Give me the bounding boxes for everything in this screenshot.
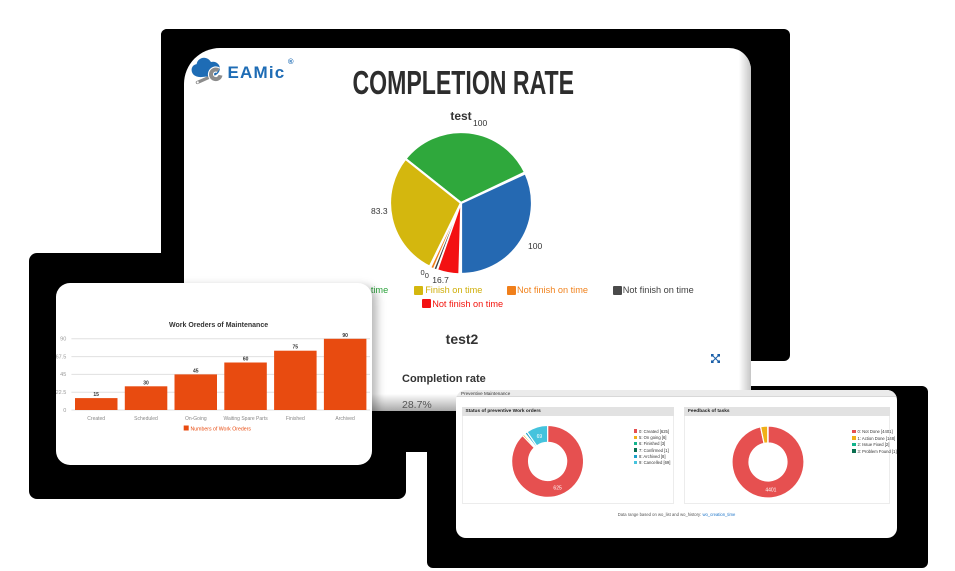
svg-text:625: 625 (553, 486, 562, 492)
svg-text:Waiting Spare Parts: Waiting Spare Parts (223, 416, 268, 422)
svg-text:45: 45 (193, 368, 199, 374)
svg-text:69: 69 (537, 434, 543, 440)
svg-text:On-Going: On-Going (185, 416, 207, 422)
svg-text:60: 60 (243, 357, 249, 363)
svg-text:EAMic: EAMic (228, 63, 286, 82)
svg-text:90: 90 (60, 337, 66, 343)
svg-text:Numbers of Work Oreders: Numbers of Work Oreders (191, 426, 252, 432)
svg-text:Archived: Archived (335, 416, 355, 422)
svg-text:Created: Created (87, 416, 105, 422)
svg-text:22.5: 22.5 (56, 390, 66, 396)
svg-text:4401: 4401 (765, 487, 776, 493)
svg-text:75: 75 (293, 345, 299, 351)
svg-text:Finished: Finished (286, 416, 305, 422)
svg-text:0: 0 (63, 408, 66, 414)
svg-text:®: ® (288, 57, 294, 66)
svg-text:Scheduled: Scheduled (134, 416, 158, 422)
svg-text:90: 90 (342, 333, 348, 339)
svg-text:30: 30 (143, 380, 149, 386)
svg-text:45: 45 (60, 372, 66, 378)
svg-text:67.5: 67.5 (56, 354, 66, 360)
svg-text:15: 15 (93, 392, 99, 398)
